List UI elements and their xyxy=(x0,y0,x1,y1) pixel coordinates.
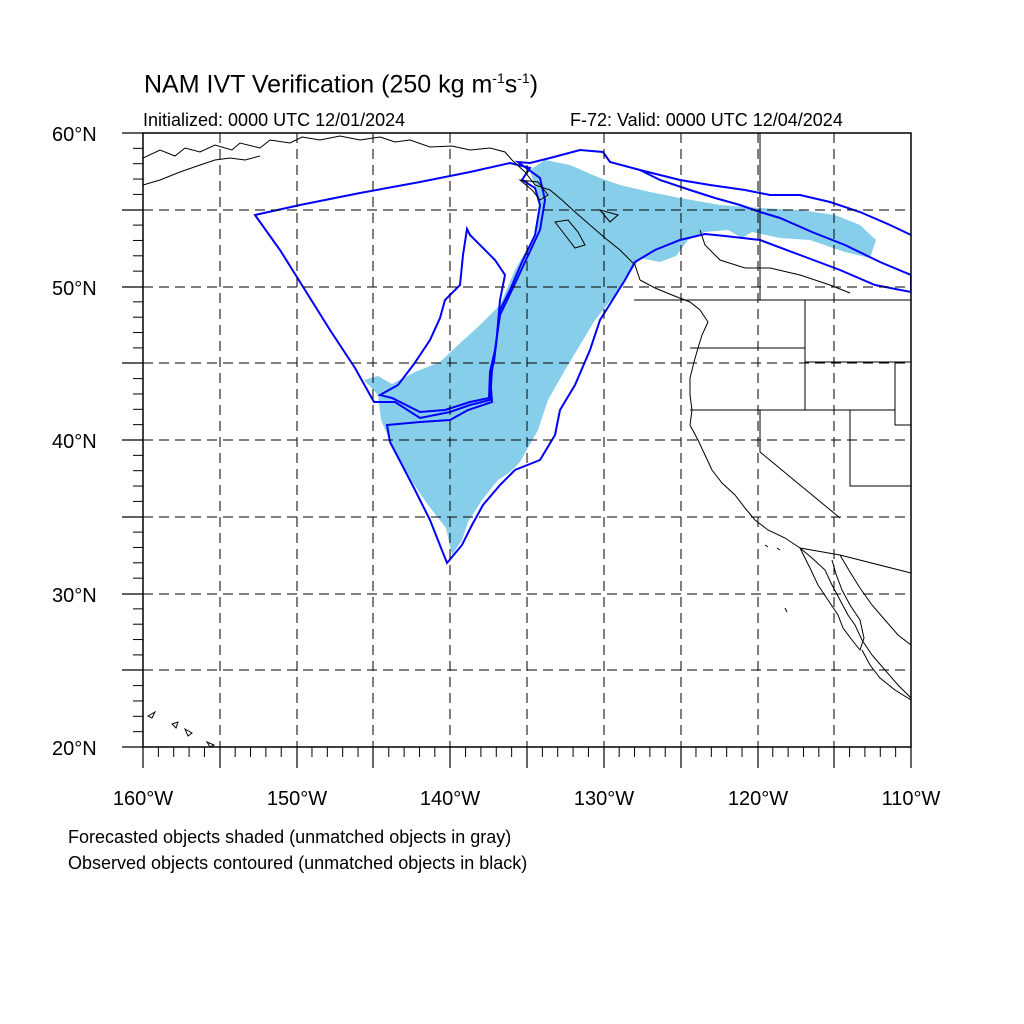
state-borders xyxy=(690,300,911,574)
channel-islands xyxy=(764,544,788,613)
coastlines xyxy=(143,133,911,747)
west-coast xyxy=(639,279,911,699)
lat-label-40: 40°N xyxy=(52,431,97,453)
minor-ticks xyxy=(133,147,897,757)
page-title: NAM IVT Verification (250 kg m-1s-1) xyxy=(144,70,538,99)
lon-label-140w: 140°W xyxy=(420,788,480,810)
alaska-peninsula xyxy=(143,155,261,186)
bc-islands xyxy=(518,179,620,249)
lon-label-150w: 150°W xyxy=(267,788,327,810)
observed-contour-inner xyxy=(377,148,911,565)
mexico-coast xyxy=(861,649,911,701)
axis-ticks xyxy=(122,132,912,768)
title-mid: s xyxy=(504,70,518,99)
lat-label-30: 30°N xyxy=(52,585,97,607)
lon-label-130w: 130°W xyxy=(574,788,634,810)
lat-label-60: 60°N xyxy=(52,124,97,146)
lon-label-160w: 160°W xyxy=(113,788,173,810)
lon-label-110w: 110°W xyxy=(882,788,941,810)
legend-observed-note: Observed objects contoured (unmatched ob… xyxy=(68,853,528,873)
gulf-of-california-east xyxy=(839,554,911,646)
lon-label-120w: 120°W xyxy=(728,788,788,810)
observed-contour-west xyxy=(253,161,542,420)
panhandle xyxy=(511,159,641,281)
title-exp2: -1 xyxy=(517,70,530,86)
baja-peninsula xyxy=(799,547,865,652)
valid-label: F-72: Valid: 0000 UTC 12/04/2024 xyxy=(570,110,843,130)
lat-labels: 60°N 50°N 40°N 30°N 20°N xyxy=(52,124,97,760)
lon-labels: 160°W 150°W 140°W 130°W 120°W 110°W xyxy=(113,788,941,810)
alaska-coast xyxy=(143,135,513,161)
title-exp1: -1 xyxy=(492,70,505,86)
title-close: ) xyxy=(529,70,539,99)
initialized-label: Initialized: 0000 UTC 12/01/2024 xyxy=(143,110,406,130)
title-main: NAM IVT Verification (250 kg m xyxy=(144,70,493,99)
hawaii xyxy=(146,710,216,747)
observed-objects xyxy=(253,148,911,565)
legend-forecast-note: Forecasted objects shaded (unmatched obj… xyxy=(68,827,512,847)
graticule xyxy=(143,133,911,747)
lat-label-50: 50°N xyxy=(52,278,97,300)
forecast-object xyxy=(364,160,876,555)
observed-contour-east xyxy=(639,169,911,236)
lat-label-20: 20°N xyxy=(52,738,97,760)
